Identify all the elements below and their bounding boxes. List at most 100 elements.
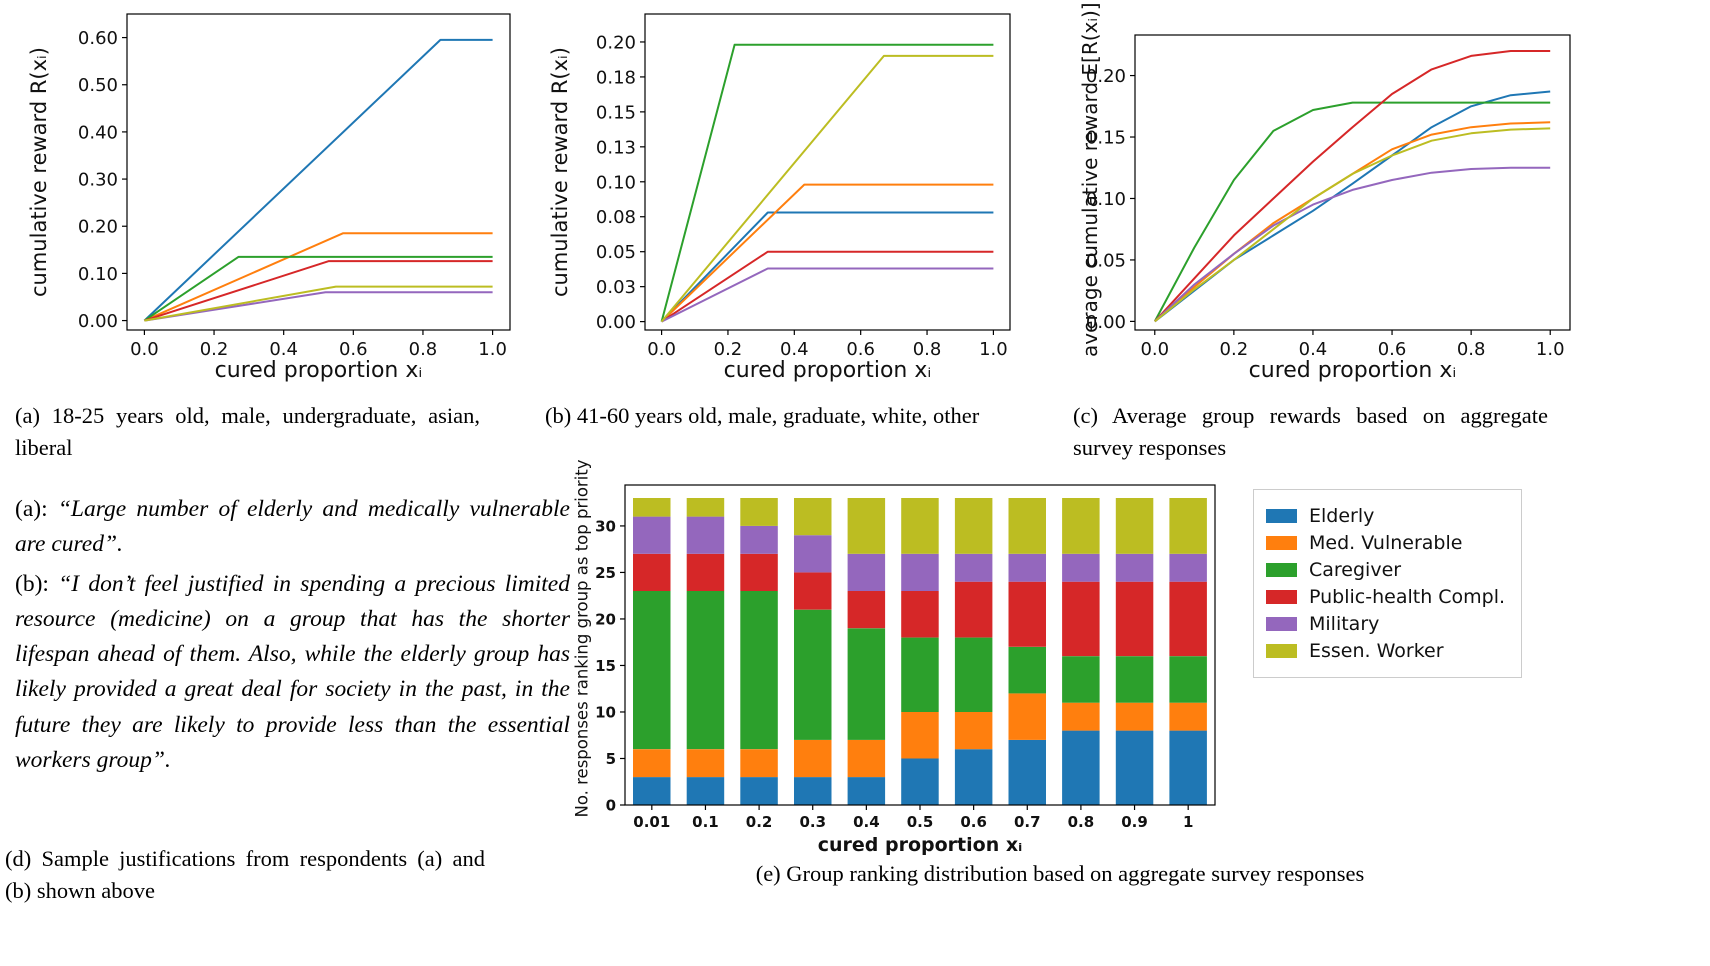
legend-item: Essen. Worker (1266, 640, 1505, 662)
legend: Elderly Med. Vulnerable Caregiver Public-he… (1253, 489, 1523, 678)
chart-c-x-axis-label: cured proportion xᵢ (1248, 358, 1457, 383)
legend-item: Caregiver (1266, 559, 1505, 581)
svg-text:0.05: 0.05 (596, 242, 636, 263)
svg-text:1: 1 (1183, 813, 1193, 831)
svg-text:0.7: 0.7 (1014, 813, 1041, 831)
chart-e-y-axis-label: No. responses ranking group as top prior… (572, 459, 592, 818)
chart-c-y-axis-label: average cumulative reward E[R(xᵢ)] (1078, 2, 1102, 357)
svg-text:25: 25 (595, 564, 616, 582)
chart-b-x-axis-label: cured proportion xᵢ (723, 358, 932, 383)
chart-b-y-axis-label: cumulative reward R(xᵢ) (548, 47, 572, 297)
svg-text:0.6: 0.6 (1378, 339, 1407, 360)
svg-text:0.6: 0.6 (846, 339, 875, 360)
legend-item: Elderly (1266, 505, 1505, 527)
svg-text:15: 15 (595, 657, 616, 675)
svg-text:0.18: 0.18 (596, 67, 636, 88)
svg-text:0.8: 0.8 (1068, 813, 1095, 831)
chart-e-canvas: 0 5 10 15 20 25 30 0.01 0.1 0.2 0.3 0.4 0.5 0.6 0.7 0.8… (595, 484, 1216, 831)
legend-label: Public-health Compl. (1309, 586, 1506, 608)
svg-text:5: 5 (606, 750, 616, 768)
svg-text:0.4: 0.4 (269, 339, 298, 360)
svg-text:1.0: 1.0 (478, 339, 507, 360)
svg-text:0.8: 0.8 (913, 339, 942, 360)
chart-a-canvas: 0.00 0.10 0.20 0.30 0.40 0.50 0.60 0.0 0.2 0.4 0.6… (78, 13, 511, 360)
svg-text:0.6: 0.6 (339, 339, 368, 360)
legend-item: Med. Vulnerable (1266, 532, 1505, 554)
legend-label: Elderly (1309, 505, 1375, 527)
svg-text:0.00: 0.00 (596, 312, 636, 333)
svg-text:0.13: 0.13 (596, 137, 636, 158)
svg-text:0.0: 0.0 (1140, 339, 1169, 360)
svg-text:0.05: 0.05 (1086, 250, 1126, 271)
svg-text:0.2: 0.2 (200, 339, 229, 360)
svg-text:0.0: 0.0 (647, 339, 676, 360)
svg-text:0.60: 0.60 (78, 28, 118, 49)
svg-text:0.20: 0.20 (596, 32, 636, 53)
svg-text:0.5: 0.5 (907, 813, 934, 831)
justification-a-label: (a): (15, 496, 58, 522)
chart-e: No. responses ranking group as top prior… (570, 459, 1240, 866)
svg-text:0.0: 0.0 (130, 339, 159, 360)
caption-a: (a) 18-25 years old, male, undergraduate… (15, 403, 480, 460)
svg-text:0.08: 0.08 (596, 207, 636, 228)
legend-swatch (1266, 563, 1297, 577)
svg-text:0.2: 0.2 (714, 339, 743, 360)
svg-text:0.50: 0.50 (78, 75, 118, 96)
svg-text:0.10: 0.10 (596, 172, 636, 193)
legend-item: Military (1266, 613, 1505, 635)
svg-text:1.0: 1.0 (1536, 339, 1565, 360)
chart-b-canvas: 0.00 0.03 0.05 0.08 0.10 0.13 0.15 0.18 0.20 0.0 0… (596, 13, 1011, 360)
caption-e: (e) Group ranking distribution based on … (755, 861, 1365, 886)
legend-label: Essen. Worker (1309, 640, 1444, 662)
justification-a: (a): “Large number of elderly and medica… (15, 492, 570, 563)
svg-text:0.01: 0.01 (633, 813, 670, 831)
chart-e-x-axis-label: cured proportion xᵢ (817, 834, 1023, 856)
justification-b-quote: “I don’t feel justified in spending a pr… (15, 570, 570, 773)
justification-b: (b): “I don’t feel justified in spending… (15, 567, 570, 779)
svg-text:0.4: 0.4 (1299, 339, 1328, 360)
chart-a: cumulative reward R(xᵢ) 0.00 0.10 0.20 0.30… (15, 6, 515, 398)
svg-text:0.1: 0.1 (692, 813, 719, 831)
svg-text:0.10: 0.10 (78, 264, 118, 285)
svg-text:0.6: 0.6 (960, 813, 987, 831)
justification-block: (a): “Large number of elderly and medica… (15, 492, 570, 782)
legend-swatch (1266, 536, 1297, 550)
svg-text:0.8: 0.8 (409, 339, 438, 360)
svg-text:0.15: 0.15 (1086, 128, 1126, 149)
legend-label: Military (1309, 613, 1380, 635)
svg-text:0.15: 0.15 (596, 102, 636, 123)
legend-label: Med. Vulnerable (1309, 532, 1463, 554)
chart-c: average cumulative reward E[R(xᵢ)] 0.00 0… (1070, 2, 1585, 398)
svg-text:0.00: 0.00 (78, 311, 118, 332)
chart-b: cumulative reward R(xᵢ) 0.00 0.03 0.05 0.08… (545, 6, 1025, 398)
justification-b-label: (b): (15, 570, 59, 597)
svg-text:0.20: 0.20 (1086, 66, 1126, 87)
svg-text:0.8: 0.8 (1457, 339, 1486, 360)
caption-b: (b) 41-60 years old, male, graduate, whi… (545, 403, 980, 428)
svg-text:30: 30 (595, 517, 616, 535)
svg-text:0.10: 0.10 (1086, 189, 1126, 210)
legend-swatch (1266, 590, 1297, 604)
svg-text:0.4: 0.4 (780, 339, 809, 360)
svg-text:0.20: 0.20 (78, 217, 118, 238)
chart-a-y-axis-label: cumulative reward R(xᵢ) (27, 47, 51, 297)
svg-text:10: 10 (595, 703, 616, 721)
svg-text:0.9: 0.9 (1121, 813, 1148, 831)
svg-text:0.30: 0.30 (78, 170, 118, 191)
svg-text:0.3: 0.3 (799, 813, 826, 831)
legend-swatch (1266, 617, 1297, 631)
chart-c-canvas: 0.00 0.05 0.10 0.15 0.20 0.0 0.2 0.4 0.6 0.8 1.0 (1086, 34, 1571, 360)
justification-a-quote: “Large number of elderly and medically v… (15, 496, 570, 558)
legend-swatch (1266, 644, 1297, 658)
svg-text:0.40: 0.40 (78, 122, 118, 143)
caption-c: (c) Average group rewards based on aggre… (1073, 403, 1548, 460)
svg-text:20: 20 (595, 610, 616, 628)
legend-item: Public-health Compl. (1266, 586, 1505, 608)
svg-text:0.4: 0.4 (853, 813, 880, 831)
svg-text:0.00: 0.00 (1086, 312, 1126, 333)
legend-label: Caregiver (1309, 559, 1402, 581)
svg-text:0.2: 0.2 (1220, 339, 1249, 360)
chart-a-x-axis-label: cured proportion xᵢ (214, 358, 423, 383)
legend-swatch (1266, 509, 1297, 523)
